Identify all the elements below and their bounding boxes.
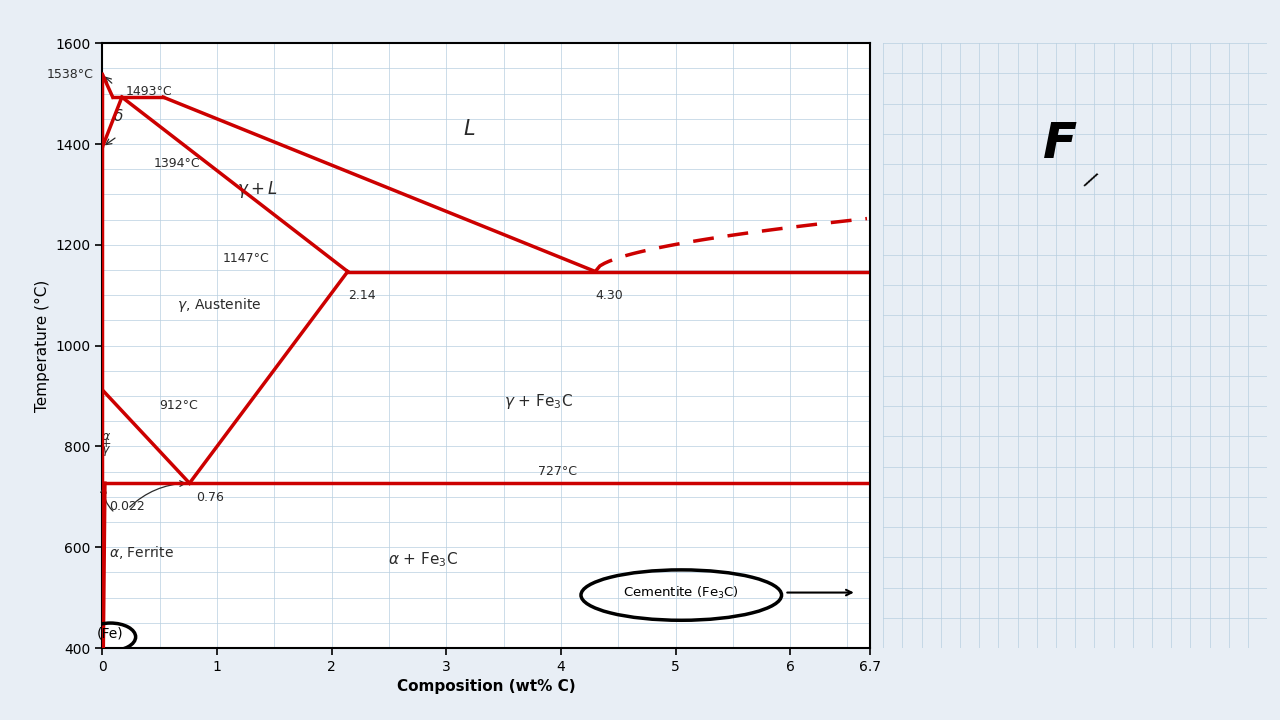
- Text: /: /: [1082, 170, 1098, 192]
- Text: 2.14: 2.14: [348, 289, 375, 302]
- Text: 912°C: 912°C: [160, 398, 198, 412]
- Text: 1493°C: 1493°C: [125, 84, 172, 98]
- Text: $\gamma$, Austenite: $\gamma$, Austenite: [177, 297, 261, 314]
- Text: 0.022: 0.022: [109, 500, 145, 513]
- Text: $\delta$: $\delta$: [113, 108, 124, 125]
- Text: 1147°C: 1147°C: [223, 252, 270, 265]
- Text: 0.76: 0.76: [196, 491, 224, 504]
- Text: $L$: $L$: [463, 119, 475, 139]
- Text: F: F: [1043, 120, 1078, 168]
- Text: $\gamma$ + Fe$_3$C: $\gamma$ + Fe$_3$C: [503, 392, 572, 410]
- Text: $\alpha$, Ferrite: $\alpha$, Ferrite: [109, 544, 174, 561]
- Text: $\alpha$: $\alpha$: [101, 430, 111, 443]
- Text: $\gamma$: $\gamma$: [101, 444, 111, 459]
- Y-axis label: Temperature (°C): Temperature (°C): [35, 279, 50, 412]
- Text: $\alpha$ + Fe$_3$C: $\alpha$ + Fe$_3$C: [388, 551, 458, 569]
- Text: +: +: [101, 437, 111, 451]
- Text: Cementite (Fe$_3$C): Cementite (Fe$_3$C): [623, 585, 739, 600]
- Text: (Fe): (Fe): [97, 626, 124, 641]
- X-axis label: Composition (wt% C): Composition (wt% C): [397, 680, 576, 694]
- Text: 4.30: 4.30: [595, 289, 623, 302]
- Text: 1394°C: 1394°C: [154, 157, 201, 170]
- Text: $\gamma + L$: $\gamma + L$: [237, 179, 278, 200]
- Text: 727°C: 727°C: [538, 464, 577, 477]
- Text: 1538°C: 1538°C: [46, 68, 93, 81]
